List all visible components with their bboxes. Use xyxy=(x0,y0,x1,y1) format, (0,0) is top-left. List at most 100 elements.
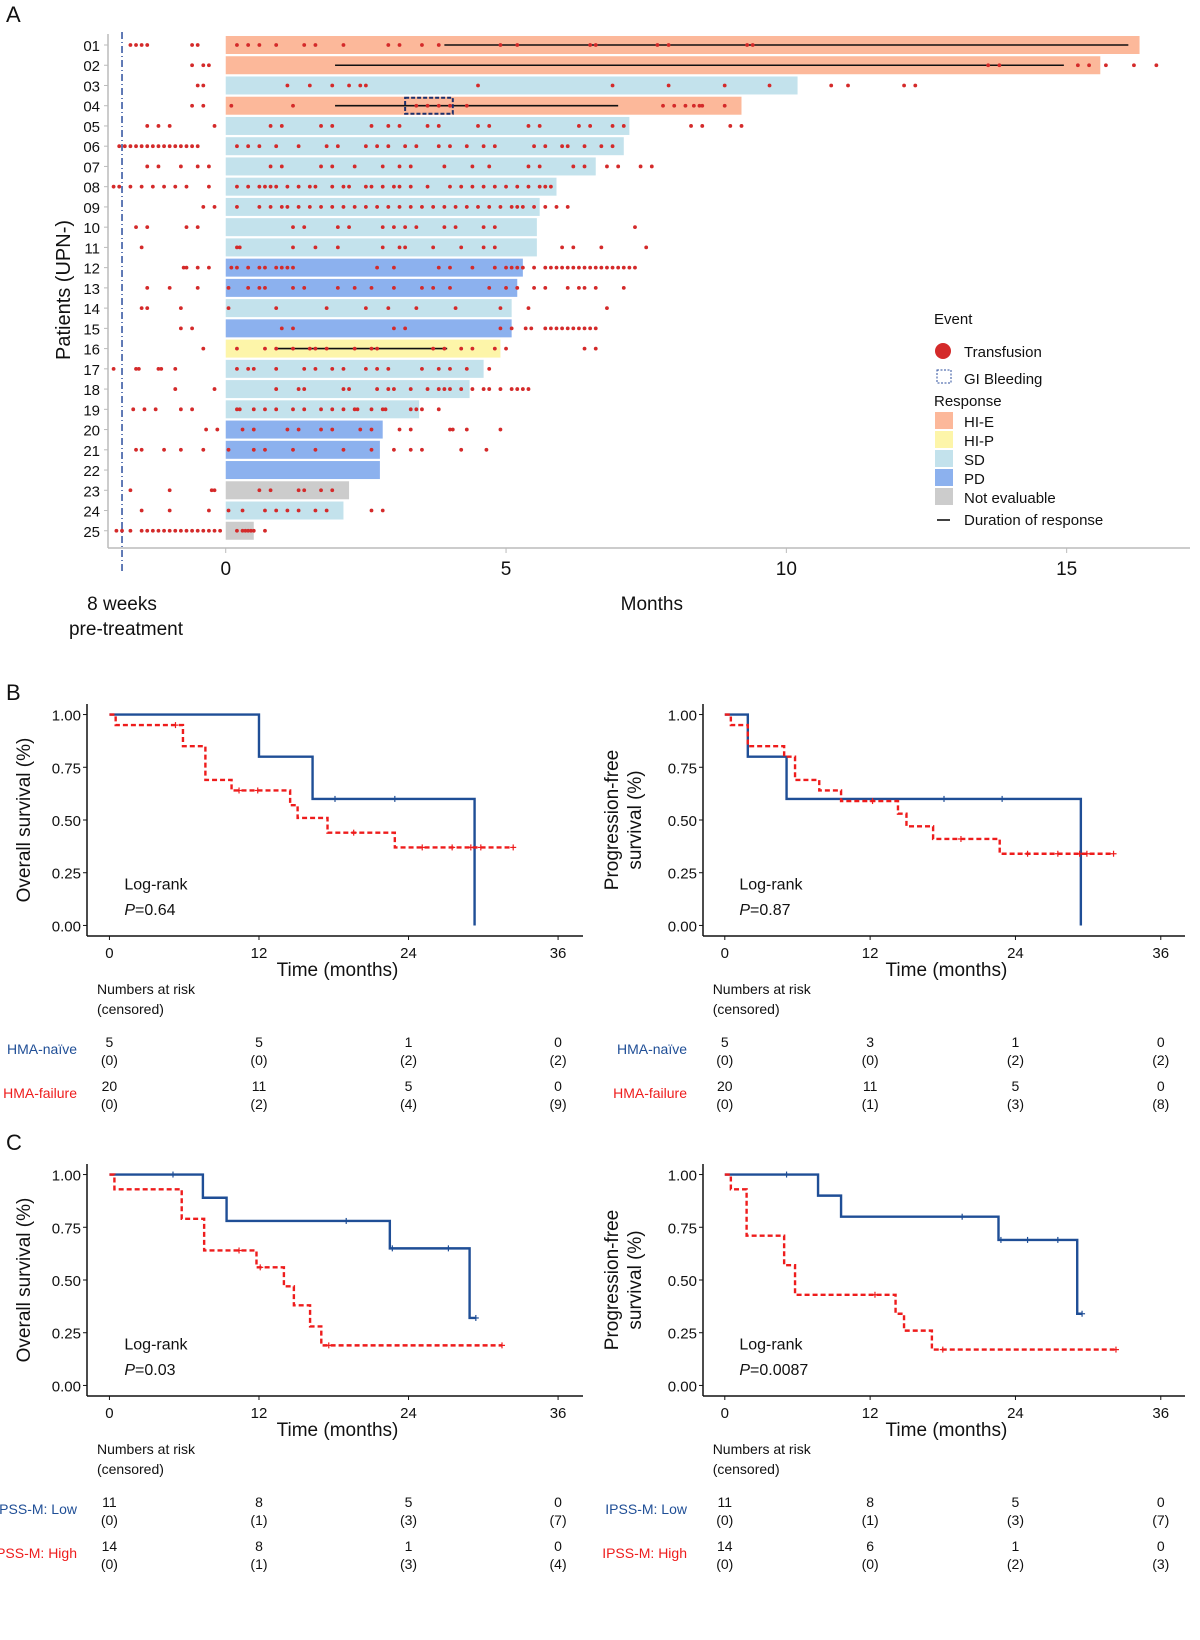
transfusion-point xyxy=(487,366,492,371)
transfusion-point xyxy=(120,528,124,533)
transfusion-point xyxy=(403,225,408,230)
p-value-label: P=0.87 xyxy=(739,902,790,919)
transfusion-point xyxy=(274,144,279,149)
transfusion-point xyxy=(593,265,598,270)
censored-count: (3) xyxy=(400,1556,417,1572)
transfusion-point xyxy=(201,103,206,108)
transfusion-point xyxy=(291,346,295,351)
transfusion-point xyxy=(313,447,318,452)
transfusion-point xyxy=(554,326,559,331)
transfusion-point xyxy=(128,528,133,533)
transfusion-point xyxy=(139,508,144,513)
at-risk-count: 11 xyxy=(863,1078,878,1094)
at-risk-count: 5 xyxy=(405,1078,413,1094)
transfusion-point xyxy=(268,184,273,189)
y-tick-label: 0.75 xyxy=(52,760,81,777)
transfusion-point xyxy=(442,164,447,169)
transfusion-point xyxy=(341,43,346,47)
x-axis-label: Months xyxy=(621,594,683,615)
transfusion-point xyxy=(442,346,447,351)
transfusion-point xyxy=(498,43,503,47)
transfusion-point xyxy=(319,488,323,493)
transfusion-point xyxy=(190,144,194,149)
at-risk-count: 5 xyxy=(405,1494,413,1510)
patient-label: 25 xyxy=(83,524,100,541)
transfusion-point xyxy=(313,508,318,513)
censored-count: (2) xyxy=(1152,1052,1169,1068)
censored-count: (0) xyxy=(101,1556,118,1572)
transfusion-point xyxy=(279,164,284,169)
transfusion-point xyxy=(442,205,447,209)
transfusion-point xyxy=(627,265,632,270)
transfusion-point xyxy=(257,43,262,47)
censored-count: (2) xyxy=(550,1052,567,1068)
x-tick-label: 5 xyxy=(501,559,512,580)
survival-curve xyxy=(724,1173,1116,1351)
patient-label: 23 xyxy=(83,483,100,500)
y-tick-label: 0.75 xyxy=(52,1220,81,1237)
transfusion-point xyxy=(448,103,452,108)
transfusion-point xyxy=(330,427,335,432)
transfusion-point xyxy=(251,366,256,371)
transfusion-point xyxy=(638,164,643,169)
transfusion-point xyxy=(156,366,161,371)
transfusion-point xyxy=(476,205,480,209)
transfusion-point xyxy=(481,245,486,250)
survival-curve xyxy=(724,713,1083,926)
risk-group-label: HMA-naïve xyxy=(7,1041,77,1057)
transfusion-point xyxy=(582,164,587,169)
transfusion-point xyxy=(302,225,307,230)
transfusion-point xyxy=(156,144,161,149)
transfusion-point xyxy=(257,285,262,290)
survival-curve xyxy=(109,1173,502,1347)
transfusion-point xyxy=(543,285,548,290)
transfusion-point xyxy=(593,346,598,351)
x-tick-label: 10 xyxy=(776,559,797,580)
censored-count: (3) xyxy=(400,1512,417,1528)
transfusion-point xyxy=(190,43,194,47)
y-tick-label: 1.00 xyxy=(668,708,697,725)
transfusion-point xyxy=(145,225,150,230)
transfusion-point xyxy=(481,184,486,189)
transfusion-point xyxy=(403,144,408,149)
transfusion-point xyxy=(319,164,323,169)
transfusion-point xyxy=(515,265,520,270)
transfusion-point xyxy=(464,144,469,149)
transfusion-point xyxy=(263,184,267,189)
risk-group-label: IPSS-M: Low xyxy=(0,1501,78,1517)
censored-count: (8) xyxy=(1152,1096,1169,1112)
x-tick-label: 12 xyxy=(862,945,879,962)
transfusion-point xyxy=(330,488,335,493)
log-rank-label: Log-rank xyxy=(124,877,188,894)
transfusion-point xyxy=(722,103,727,108)
transfusion-point xyxy=(212,387,217,391)
transfusion-point xyxy=(739,124,744,128)
at-risk-count: 11 xyxy=(252,1078,267,1094)
transfusion-point xyxy=(543,205,548,209)
transfusion-point xyxy=(257,205,262,209)
transfusion-point xyxy=(649,164,654,169)
transfusion-point xyxy=(263,508,267,513)
transfusion-point xyxy=(470,184,475,189)
transfusion-point xyxy=(201,346,206,351)
transfusion-point xyxy=(448,387,452,391)
transfusion-point xyxy=(560,326,565,331)
at-risk-count: 8 xyxy=(255,1494,263,1510)
transfusion-point xyxy=(431,346,436,351)
transfusion-point xyxy=(117,144,122,149)
response-bar xyxy=(225,319,512,338)
transfusion-point xyxy=(414,225,419,230)
transfusion-point xyxy=(442,225,447,230)
transfusion-point xyxy=(313,245,318,250)
transfusion-point xyxy=(537,124,542,128)
transfusion-point xyxy=(829,83,834,88)
transfusion-point xyxy=(237,407,242,412)
transfusion-point xyxy=(195,285,200,290)
transfusion-point xyxy=(397,43,402,47)
transfusion-point xyxy=(291,407,295,412)
transfusion-point xyxy=(263,407,267,412)
transfusion-point xyxy=(397,124,402,128)
transfusion-point xyxy=(509,326,514,331)
transfusion-point xyxy=(302,488,307,493)
transfusion-point xyxy=(235,346,239,351)
